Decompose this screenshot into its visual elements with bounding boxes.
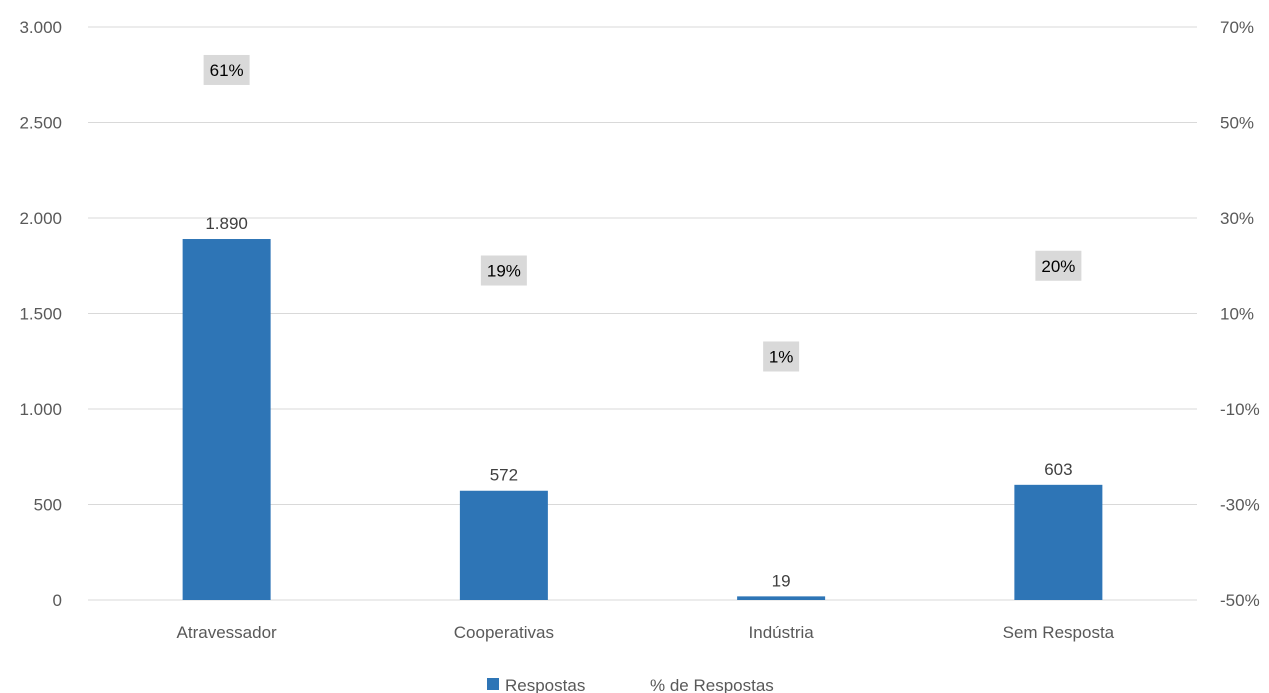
percent-label: 20%: [1035, 250, 1082, 281]
category-label: Atravessador: [177, 623, 277, 642]
bar: [737, 596, 826, 600]
bar-value-labels: 1.890 572 19 603: [205, 214, 1072, 590]
percent-label-text: 20%: [1041, 257, 1075, 276]
bar-value-label: 19: [772, 571, 791, 590]
category-axis: Atravessador Cooperativas Indústria Sem Res…: [177, 623, 1115, 642]
legend-swatch-respostas: [487, 678, 499, 690]
bar: [182, 239, 271, 600]
percent-label-box: [480, 255, 527, 286]
left-tick-label: 500: [34, 496, 62, 515]
percent-label-text: 19%: [487, 262, 521, 281]
right-axis: -50% -30% -10% 10% 30% 50% 70%: [1220, 18, 1260, 610]
legend-label-respostas: Respostas: [505, 676, 585, 693]
bars-respostas: [182, 239, 1103, 600]
percent-labels: 61% 19% 1% 20%: [203, 54, 1082, 372]
percent-label-text: 61%: [210, 61, 244, 80]
percent-label-box: [763, 341, 800, 372]
percent-label: 61%: [203, 54, 250, 85]
left-tick-label: 1.500: [19, 305, 62, 324]
left-tick-label: 3.000: [19, 18, 62, 37]
percent-label-text: 1%: [769, 347, 794, 366]
legend: Respostas % de Respostas: [487, 676, 774, 693]
percent-label-box: [203, 54, 250, 85]
left-tick-label: 0: [53, 591, 62, 610]
legend-label-percent: % de Respostas: [650, 676, 774, 693]
category-label: Cooperativas: [454, 623, 554, 642]
left-axis: 0 500 1.000 1.500 2.000 2.500 3.000: [19, 18, 62, 610]
bar: [1014, 484, 1103, 600]
category-label: Sem Resposta: [1003, 623, 1115, 642]
bar-value-label: 572: [490, 466, 518, 485]
category-label: Indústria: [749, 623, 815, 642]
bar-value-label: 603: [1044, 460, 1072, 479]
percent-label: 19%: [480, 255, 527, 286]
right-tick-label: 30%: [1220, 209, 1254, 228]
bar: [459, 490, 548, 600]
left-tick-label: 1.000: [19, 400, 62, 419]
right-tick-label: -50%: [1220, 591, 1260, 610]
bar-value-label: 1.890: [205, 214, 248, 233]
left-tick-label: 2.500: [19, 114, 62, 133]
gridlines: [88, 26, 1197, 601]
right-tick-label: 10%: [1220, 305, 1254, 324]
percent-label-box: [1035, 250, 1082, 281]
right-tick-label: 70%: [1220, 18, 1254, 37]
right-tick-label: 50%: [1220, 114, 1254, 133]
left-tick-label: 2.000: [19, 209, 62, 228]
right-tick-label: -10%: [1220, 400, 1260, 419]
percent-label: 1%: [763, 341, 800, 372]
right-tick-label: -30%: [1220, 496, 1260, 515]
